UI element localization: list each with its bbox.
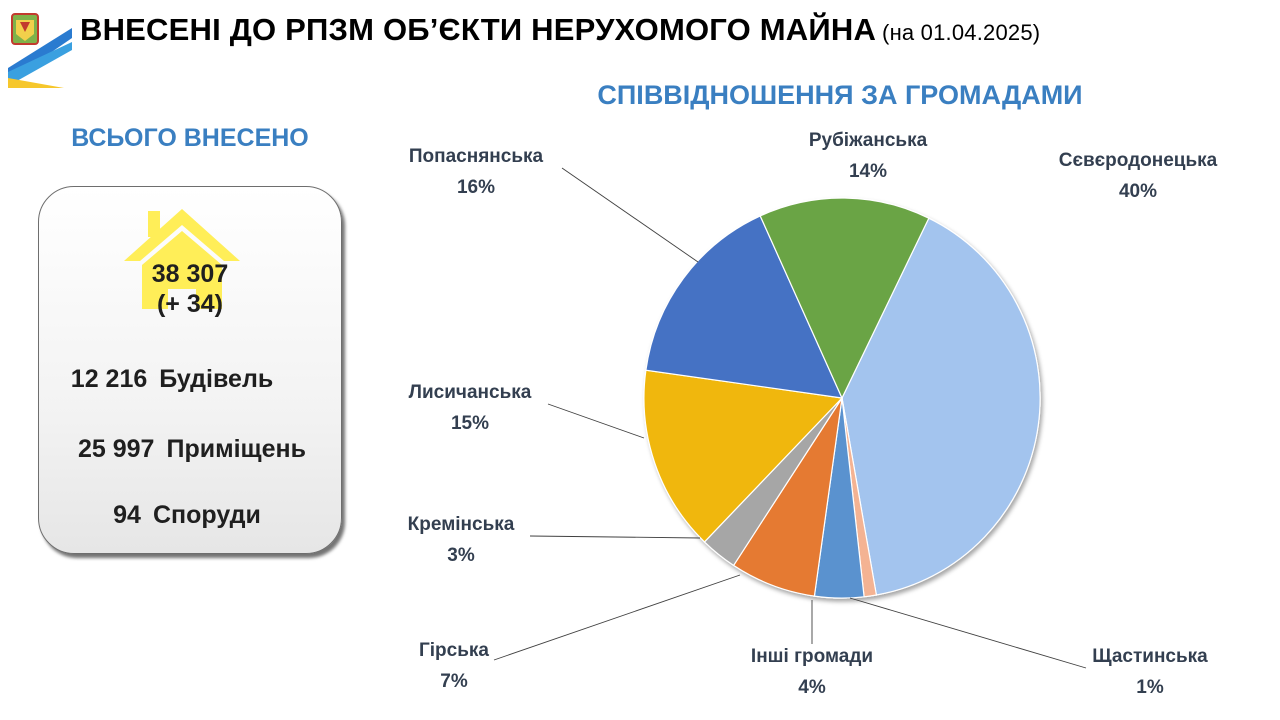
stat-buildings-label: Будівель: [159, 365, 274, 393]
leader-line-5: [529, 535, 701, 539]
leader-line-7: [561, 167, 699, 263]
slice-percent-label: 16%: [457, 177, 495, 198]
total-value: 38 307: [151, 260, 229, 288]
slice-name-label: Попаснянська: [409, 146, 544, 167]
slice-name-label: Гірська: [419, 640, 489, 661]
leader-line-2: [849, 597, 1087, 669]
page-title: ВНЕСЕНІ ДО РПЗМ ОБ’ЄКТИ НЕРУХОМОГО МАЙНА…: [80, 12, 1040, 48]
total-heading: ВСЬОГО ВНЕСЕНО: [71, 124, 309, 152]
total-change: (+ 34): [156, 290, 223, 318]
stat-buildings: 12 216 Будівель: [21, 365, 323, 394]
stat-premises-value: 25 997: [78, 435, 155, 463]
slice-name-label: Рубіжанська: [809, 130, 928, 151]
pie-slice-6: [643, 369, 844, 543]
slice-percent-label: 3%: [447, 545, 475, 566]
chart-title: СПІВВІДНОШЕННЯ ЗА ГРОМАДАМИ: [597, 80, 1083, 110]
stat-premises-label: Приміщень: [166, 435, 306, 463]
slice-name-label: Лисичанська: [409, 382, 532, 403]
slice-percent-label: 1%: [1136, 677, 1164, 698]
report-date: (на 01.04.2025): [882, 20, 1041, 45]
page-title-text: ВНЕСЕНІ ДО РПЗМ ОБ’ЄКТИ НЕРУХОМОГО МАЙНА: [80, 12, 877, 47]
stat-structures-label: Споруди: [152, 501, 261, 529]
slice-name-label: Інші громади: [751, 646, 873, 667]
slice-percent-label: 7%: [440, 671, 468, 692]
slice-percent-label: 40%: [1119, 181, 1157, 202]
pie-slice-1: [841, 217, 1041, 596]
slice-name-label: Щастинська: [1092, 646, 1208, 667]
leader-line-6: [547, 403, 645, 439]
house-icon: [124, 209, 240, 309]
slice-name-label: Кремінська: [408, 514, 515, 535]
slice-percent-label: 4%: [798, 677, 826, 698]
slice-percent-label: 14%: [849, 161, 887, 182]
slice-name-label: Сєвєродонецька: [1059, 150, 1218, 171]
pie-slice-7: [645, 215, 843, 399]
summary-card: 38 307 (+ 34) 12 216 Будівель 25 997 Примі…: [38, 186, 342, 554]
slice-percent-label: 15%: [451, 413, 489, 434]
stat-premises: 25 997 Приміщень: [41, 435, 343, 464]
leader-line-4: [493, 574, 741, 661]
stat-buildings-value: 12 216: [70, 365, 148, 393]
stat-structures-value: 94: [113, 501, 141, 529]
pie-slice-8: [759, 197, 930, 400]
coat-of-arms-logo-icon: [8, 13, 72, 88]
total-count: 38 307 (+ 34): [39, 259, 341, 319]
stat-structures: 94 Споруди: [36, 501, 338, 530]
